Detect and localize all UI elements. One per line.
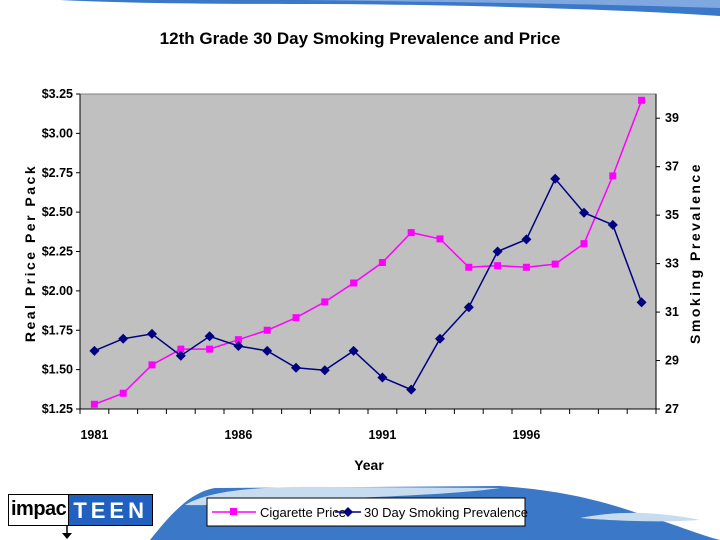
x-tick-label: 1996 xyxy=(512,428,540,442)
price-point xyxy=(638,96,646,104)
price-point xyxy=(350,279,358,287)
prevalence-series-line xyxy=(94,177,643,391)
prevalence-point xyxy=(175,350,186,361)
prevalence-point xyxy=(435,333,445,344)
x-axis: 1981 1986 1991 1996 xyxy=(79,408,657,442)
price-point xyxy=(378,259,386,267)
left-axis-label: Real Price Per Pack xyxy=(22,164,38,342)
x-tick-label: 1981 xyxy=(80,428,108,442)
prevalence-point xyxy=(463,302,474,313)
logo-arrow-icon xyxy=(62,526,72,539)
price-point xyxy=(551,260,559,268)
x-tick-label: 1986 xyxy=(224,428,252,442)
price-point xyxy=(321,298,329,306)
prevalence-point xyxy=(607,219,618,230)
price-point xyxy=(609,172,617,180)
left-tick-label: $3.25 xyxy=(42,87,73,101)
price-point xyxy=(407,229,415,237)
price-point xyxy=(263,326,271,334)
left-tick-label: $1.75 xyxy=(42,323,73,337)
prevalence-point xyxy=(550,173,561,184)
left-tick-label: $2.75 xyxy=(42,166,73,180)
prevalence-point xyxy=(204,331,215,342)
right-tick-label: 37 xyxy=(665,160,679,174)
legend-prevalence-label: 30 Day Smoking Prevalence xyxy=(364,505,528,520)
legend-prevalence-marker xyxy=(343,507,353,517)
left-axis: $1.25 $1.50 $1.75 $2.00 $2.25 $2.50 $2.75 $3.00… xyxy=(42,87,81,416)
left-tick-label: $2.50 xyxy=(42,205,73,219)
prevalence-point xyxy=(147,328,157,339)
price-point xyxy=(292,314,300,322)
price-series-line xyxy=(94,100,643,405)
prevalence-point xyxy=(377,372,388,383)
prevalence-point xyxy=(89,345,100,356)
prevalence-point xyxy=(492,246,503,257)
prevalence-point xyxy=(233,341,244,351)
impacteen-logo: impac TEEN xyxy=(8,494,153,530)
price-point xyxy=(465,263,473,271)
price-point xyxy=(119,389,127,397)
left-tick-label: $2.00 xyxy=(42,284,73,298)
price-point xyxy=(90,400,98,408)
prevalence-point xyxy=(291,362,301,373)
right-tick-label: 33 xyxy=(665,257,679,271)
price-point xyxy=(177,345,185,353)
price-point xyxy=(436,235,444,243)
prevalence-point xyxy=(579,207,589,218)
price-point xyxy=(234,336,242,344)
left-tick-label: $1.50 xyxy=(42,363,73,377)
top-swoosh-light xyxy=(300,0,720,8)
top-swoosh xyxy=(60,0,720,16)
left-tick-label: $1.25 xyxy=(42,402,73,416)
logo-prefix: impac xyxy=(8,494,70,526)
price-point xyxy=(494,262,502,270)
prevalence-point xyxy=(636,297,647,308)
prevalence-point xyxy=(521,234,532,245)
x-axis-label: Year xyxy=(354,457,384,473)
right-tick-label: 27 xyxy=(665,402,679,416)
legend-price-marker xyxy=(230,508,237,515)
price-point xyxy=(580,240,588,248)
x-tick-label: 1991 xyxy=(368,428,396,442)
price-point xyxy=(206,345,214,353)
prevalence-point xyxy=(406,384,417,395)
right-tick-label: 39 xyxy=(665,111,679,125)
chart-title: 12th Grade 30 Day Smoking Prevalence and… xyxy=(160,29,561,48)
prevalence-point xyxy=(319,365,330,376)
price-point xyxy=(522,263,530,271)
right-axis-label: Smoking Prevalence xyxy=(687,162,703,344)
logo-suffix: TEEN xyxy=(69,494,153,526)
price-point xyxy=(148,361,156,369)
plot-area xyxy=(79,93,657,410)
legend-box xyxy=(206,497,526,527)
right-tick-label: 31 xyxy=(665,305,679,319)
series-layer xyxy=(89,96,647,408)
prevalence-point xyxy=(262,345,273,356)
prevalence-point xyxy=(118,333,129,344)
left-tick-label: $3.00 xyxy=(42,126,73,140)
right-axis: 27 29 31 33 35 37 39 xyxy=(655,94,679,416)
prevalence-point xyxy=(348,345,359,356)
right-tick-label: 29 xyxy=(665,354,679,368)
legend-price-label: Cigarette Price xyxy=(260,505,346,520)
bottom-swoosh-right xyxy=(580,512,700,522)
left-tick-label: $2.25 xyxy=(42,245,73,259)
right-tick-label: 35 xyxy=(665,208,679,222)
legend: Cigarette Price 30 Day Smoking Prevalenc… xyxy=(206,497,528,527)
